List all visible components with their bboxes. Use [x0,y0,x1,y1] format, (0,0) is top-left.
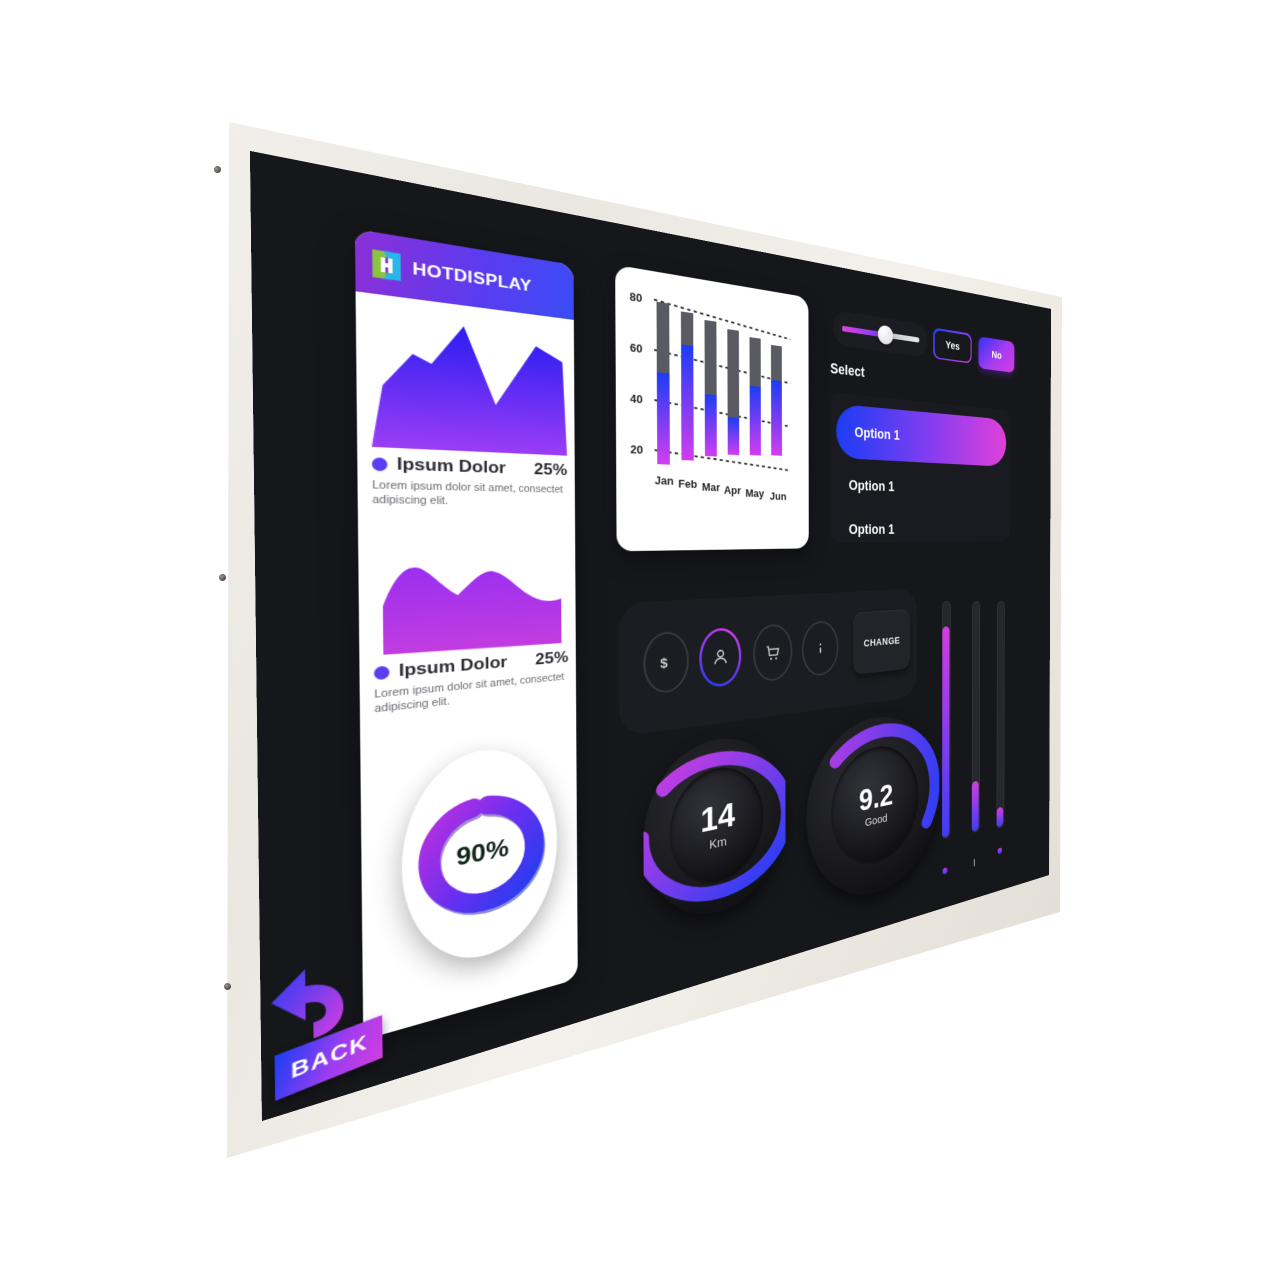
svg-text:40: 40 [630,392,643,406]
svg-text:60: 60 [630,341,643,355]
svg-text:Jan: Jan [655,474,674,487]
svg-text:Jun: Jun [770,490,787,502]
svg-text:Apr: Apr [724,484,741,496]
svg-text:Mar: Mar [702,481,720,494]
svg-text:May: May [745,487,764,499]
svg-text:80: 80 [630,290,643,305]
svg-text:$: $ [660,655,668,671]
svg-text:Feb: Feb [678,478,697,491]
svg-text:20: 20 [630,443,643,456]
